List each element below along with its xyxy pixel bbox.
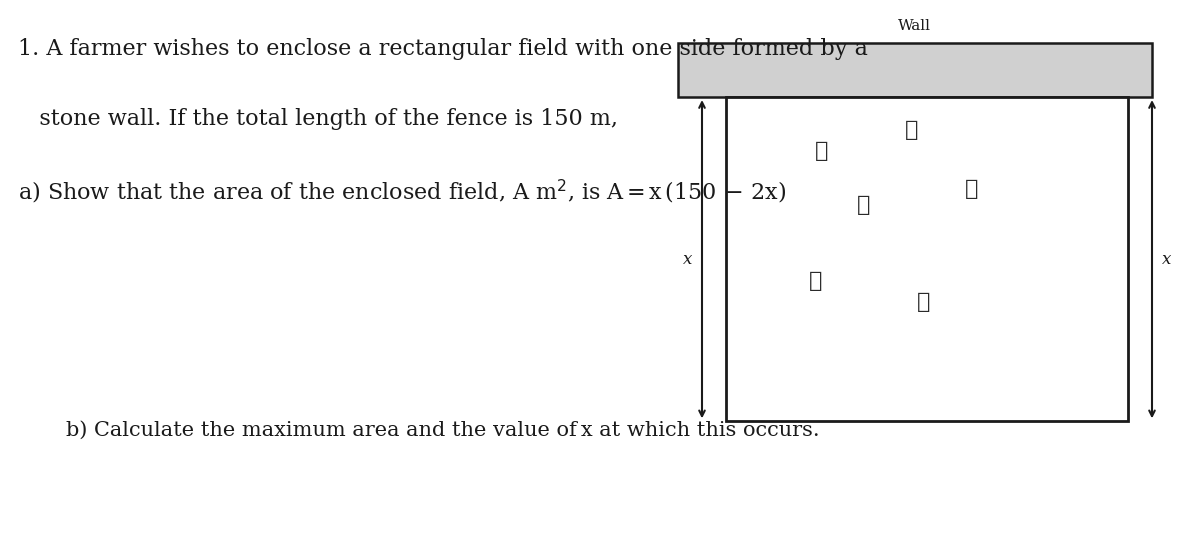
Text: ⸙: ⸙ — [857, 195, 871, 215]
Bar — [726, 97, 1128, 421]
Text: ⸙: ⸙ — [965, 179, 979, 199]
Text: ⸙: ⸙ — [917, 292, 931, 313]
Text: b) Calculate the maximum area and the value of x at which this occurs.: b) Calculate the maximum area and the va… — [66, 421, 820, 440]
Text: a) Show that the area of the enclosed field, A m$^2$, is A$\,$=$\,$x$\,$(150$\,-: a) Show that the area of the enclosed fi… — [18, 178, 786, 206]
Bar — [678, 43, 1152, 97]
Text: ⸙: ⸙ — [905, 119, 919, 140]
Text: 1. A farmer wishes to enclose a rectangular field with one side formed by a: 1. A farmer wishes to enclose a rectangu… — [18, 38, 868, 60]
Text: Wall: Wall — [898, 19, 931, 33]
Text: x: x — [683, 251, 692, 268]
Text: ⸙: ⸙ — [815, 141, 829, 161]
Text: ⸙: ⸙ — [809, 271, 823, 291]
Text: stone wall. If the total length of the fence is 150 m,: stone wall. If the total length of the f… — [18, 108, 618, 130]
Text: x: x — [1162, 251, 1171, 268]
